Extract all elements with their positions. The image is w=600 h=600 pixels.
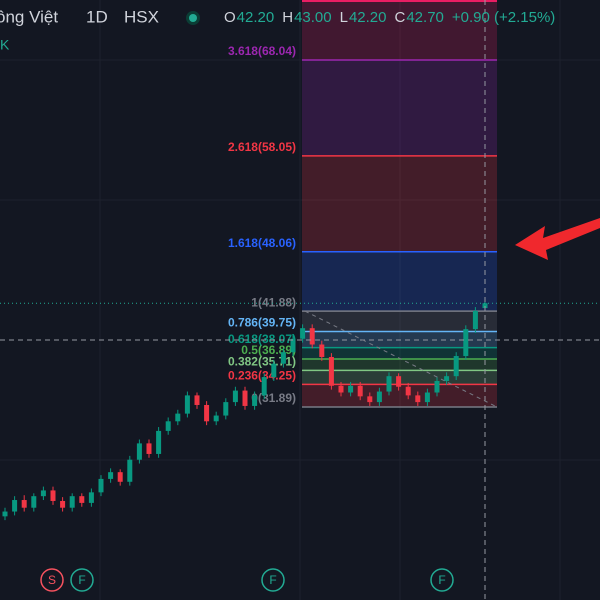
candle-body [165,421,171,431]
candles [2,300,488,521]
ohlc-value: 42.70 [406,9,444,26]
candle-body [98,478,104,493]
ohlc-key: H [282,9,293,26]
fib-band [302,251,497,312]
side-label: K [0,37,10,53]
ohlc: O 42.20 H 43.00 L 42.20 C 42.70 +0.90 (+2.15%) [224,9,555,26]
candle-body [424,392,430,403]
header: ông Việt 1D HSX K [0,7,200,53]
interval: 1D [86,7,108,26]
candle-body [300,328,306,339]
fib-label: 0(31.89) [251,391,296,405]
fib-tool: 0(31.89)0.236(34.25)0.382(35.71)0.5(36.8… [228,0,497,408]
candle-body [184,395,190,414]
candle-body [175,413,181,422]
candle-body [60,500,66,508]
event-marker [430,568,454,592]
candle-body [21,500,27,508]
fib-label: 0.786(39.75) [228,316,296,330]
candle-body [12,500,18,512]
fib-label: 1(41.88) [251,295,296,309]
exchange: HSX [124,7,159,26]
fib-band [302,347,497,359]
fib-label: 0.236(34.25) [228,369,296,383]
candle-body [453,356,459,377]
fib-band [302,59,497,156]
candle-body [338,385,344,393]
candle-body [108,472,114,479]
candle-body [319,344,325,357]
ohlc-value: 43.00 [294,9,332,26]
candle-body [117,472,123,482]
event-marker [40,568,64,592]
candle-body [40,490,46,497]
candle-body [444,376,450,381]
candle-body [396,376,402,387]
candle-body [156,430,162,454]
candle-body [2,511,8,517]
symbol: ông Việt [0,7,58,26]
candle-body [271,363,277,378]
candle-body [386,376,392,392]
fib-label: 0.618(38.07) [228,332,296,346]
candle-body [88,492,94,503]
fib-top [302,0,497,60]
candle-body [127,459,133,482]
ohlc-value: 42.20 [349,9,387,26]
change: +0.90 (+2.15%) [452,9,555,26]
candle-body [434,380,440,393]
fib-band [302,359,497,371]
candle-body [357,385,363,397]
candle-body [309,328,315,345]
candle-body [348,385,354,393]
candle-body [69,496,75,508]
candle-body [328,356,334,386]
candle-body [463,329,469,357]
candle-body [136,443,142,460]
candle-body [376,391,382,403]
candle-body [194,395,200,405]
fib-label: 0.382(35.71) [228,354,296,368]
ohlc-key: L [340,9,348,26]
candle-body [415,395,421,403]
arrow [515,218,600,260]
candle-body [472,310,478,330]
candle-body [290,338,296,353]
ohlc-value: 42.20 [237,9,275,26]
ohlc-key: C [395,9,406,26]
candle-body [31,496,37,508]
event-label: F [269,573,276,587]
status-dot [189,14,197,22]
ohlc-key: O [224,9,236,26]
fib-label: 3.618(68.04) [228,44,296,58]
candle-body [405,386,411,396]
candle-body [79,496,85,503]
event-label: F [438,573,445,587]
candle-body [232,390,238,403]
event-label: F [78,573,85,587]
candle-body [261,377,267,396]
event-label: S [48,573,56,587]
candle-body [50,490,56,501]
candle-body [482,303,488,309]
candle-body [242,390,248,406]
fib-band [302,155,497,252]
candle-body [213,415,219,422]
candle-body [223,402,229,416]
candle-body [146,443,152,454]
fib-band [302,311,497,332]
candle-body [204,404,210,422]
fib-trend [304,310,498,408]
candle-body [367,396,373,403]
event-marker [70,568,94,592]
fib-label: 1.618(48.06) [228,236,296,250]
event-marker [261,568,285,592]
candle-body [252,395,258,406]
candle-body [280,352,286,364]
fib-label: 2.618(58.05) [228,140,296,154]
